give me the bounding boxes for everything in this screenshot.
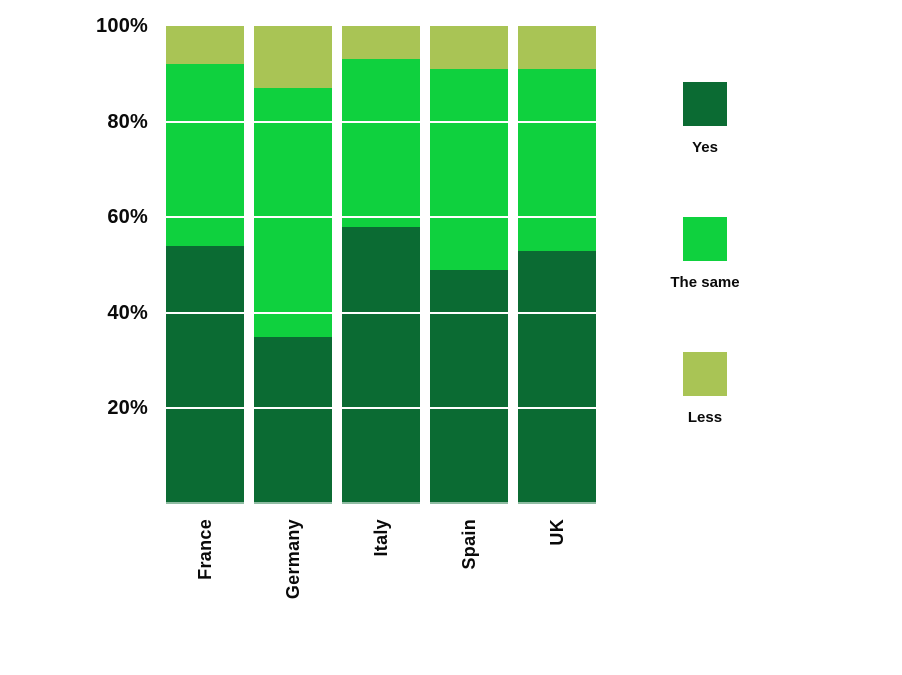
- gridline-80: [166, 120, 596, 123]
- x-axis-label-spain: Spain: [430, 519, 508, 649]
- bar-segment-italy-less: [342, 26, 420, 60]
- y-axis-tick-60: 60%: [107, 206, 148, 229]
- legend-label-the-same: The same: [670, 274, 740, 291]
- legend-item-less: Less: [644, 352, 766, 427]
- bar-segment-germany-yes: [254, 336, 332, 504]
- bar-segment-italy-the-same: [342, 59, 420, 227]
- y-axis-tick-20: 20%: [107, 397, 148, 420]
- legend-swatch-less-icon: [683, 352, 727, 396]
- bar-segment-spain-the-same: [430, 69, 508, 270]
- legend-swatch-the-same-icon: [683, 217, 727, 261]
- baseline-0: [166, 501, 596, 504]
- bar-segment-france-less: [166, 26, 244, 65]
- bar-segment-italy-yes: [342, 226, 420, 504]
- x-axis-label-france: France: [166, 519, 244, 649]
- gridline-60: [166, 216, 596, 219]
- bar-segment-spain-less: [430, 26, 508, 70]
- bar-segment-germany-less: [254, 26, 332, 89]
- y-axis-tick-100: 100%: [96, 15, 148, 37]
- x-axis-label-text: Italy: [370, 519, 391, 557]
- legend: Yes The same Less: [644, 82, 766, 487]
- bar-segment-uk-yes: [518, 250, 596, 504]
- x-axis-label-uk: UK: [518, 519, 596, 649]
- bar-segment-uk-less: [518, 26, 596, 70]
- bar-segment-spain-yes: [430, 269, 508, 504]
- legend-label-yes: Yes: [692, 139, 718, 156]
- legend-item-yes: Yes: [644, 82, 766, 157]
- bar-segment-germany-the-same: [254, 88, 332, 337]
- x-axis-label-germany: Germany: [254, 519, 332, 649]
- x-axis-label-text: Spain: [458, 519, 479, 570]
- bar-segment-france-yes: [166, 245, 244, 504]
- legend-item-the-same: The same: [644, 217, 766, 292]
- gridline-40: [166, 311, 596, 314]
- y-axis-tick-40: 40%: [107, 301, 148, 324]
- gridline-20: [166, 407, 596, 410]
- x-axis-label-text: UK: [546, 519, 567, 546]
- bar-segment-france-the-same: [166, 64, 244, 246]
- legend-swatch-yes-icon: [683, 82, 727, 126]
- y-axis-tick-80: 80%: [107, 110, 148, 133]
- x-axis-label-text: France: [194, 519, 215, 580]
- x-axis-label-text: Germany: [282, 519, 303, 600]
- legend-label-less: Less: [687, 409, 723, 426]
- x-axis-label-italy: Italy: [342, 519, 420, 649]
- bar-segment-uk-the-same: [518, 69, 596, 251]
